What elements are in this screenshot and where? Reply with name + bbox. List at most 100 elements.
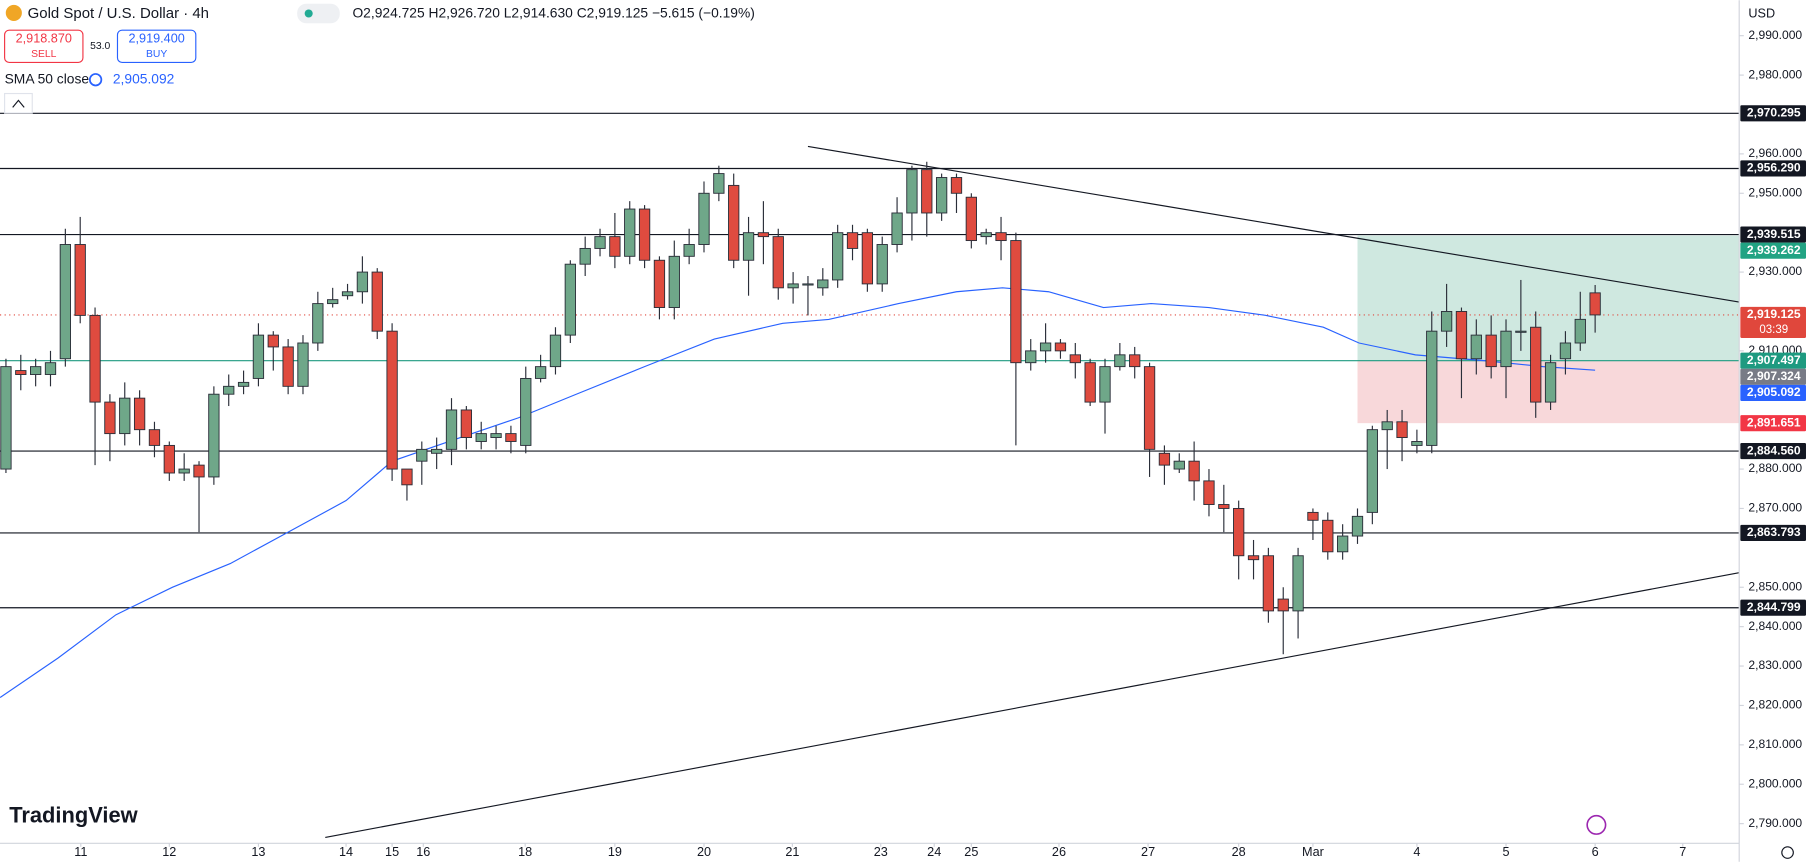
price-label: 2,884.560 [1747,443,1801,457]
candle-body [193,464,205,478]
y-tick-label: 2,830.000 [1748,658,1802,672]
candle-body [713,173,725,194]
candle-body [30,366,42,375]
price-label-box [1740,160,1806,177]
candle-body [1114,354,1126,368]
status-pill[interactable] [297,3,340,24]
price-label-box [1740,443,1806,460]
candle-body [490,433,502,439]
candle-body [980,232,992,238]
indicator-icon[interactable] [88,73,103,87]
candle-body [668,255,680,308]
price-label: 2,970.295 [1747,106,1801,120]
candle-body [1366,429,1378,513]
price-label: 2,956.290 [1747,161,1801,175]
trendline [807,145,1740,303]
header: Gold Spot / U.S. Dollar · 4h O2,924.725 … [4,3,1794,859]
candle-body [267,334,279,348]
candle-body [1203,480,1215,505]
candle-body [178,468,190,474]
candle-body [1574,318,1586,344]
price-label-box [1740,352,1806,369]
x-tick-label: 13 [251,845,265,859]
candle-body [787,283,799,289]
buy-button[interactable] [116,29,197,64]
x-tick-label: 20 [697,845,711,859]
candle-body [1470,334,1482,360]
profit-zone [1357,235,1740,361]
candle-body [891,212,903,245]
x-tick-label: 18 [518,845,532,859]
plot-area [0,112,1740,838]
candle-body [386,330,398,470]
collapse-button[interactable] [4,92,33,114]
x-tick-label: Mar [1302,845,1324,859]
price-label-box [1740,306,1806,338]
candle-body [15,370,27,375]
x-tick-label: 6 [1592,845,1599,859]
x-tick-label: 24 [927,845,941,859]
candle-body [1351,515,1364,537]
symbol-icon [5,4,22,21]
x-tick-label: 25 [964,845,978,859]
price-label: 2,907.497 [1747,353,1801,367]
candle-body [1455,311,1468,360]
candle-body [163,444,175,474]
candle-body [1084,362,1096,403]
candle-body [1500,330,1512,368]
candle-body [1054,342,1067,352]
price-label: 2,891.651 [1747,415,1801,429]
x-tick-label: 19 [608,845,622,859]
logo: TradingView [9,803,138,828]
alert-icon[interactable] [1586,814,1607,835]
candle-body [742,232,755,261]
collapse-icon [12,99,25,108]
candle-body [653,259,666,308]
y-tick-label: 2,960.000 [1748,146,1802,160]
candle-body [327,299,339,305]
settings-icon[interactable] [1781,846,1794,859]
x-tick-label: 12 [162,845,176,859]
y-tick-label: 2,820.000 [1748,698,1802,712]
candle-body [935,177,948,214]
candle-body [431,448,443,454]
x-tick-label: 5 [1502,845,1509,859]
indicator-name: SMA 50 close [5,70,90,86]
candle-body [237,381,250,387]
candle-body [401,468,413,486]
candle-body [624,208,636,257]
candle-body [119,397,131,435]
candle-body [549,334,562,368]
candle-body [0,366,12,470]
candle-body [1277,598,1289,612]
candle-body [356,271,369,293]
candle-body [1129,354,1141,368]
candle-body [1247,555,1260,561]
candle-body [1307,511,1319,521]
candle-body [1530,326,1542,403]
price-label: 2,939.515 [1747,227,1801,241]
x-tick-label: 14 [339,845,353,859]
x-tick-label: 4 [1413,845,1420,859]
candle-body [594,236,606,249]
candle-body [1559,342,1572,360]
candle-body [1336,535,1349,553]
status-dot [304,9,313,18]
candle-body [1396,421,1408,439]
candle-body [832,232,844,281]
sell-button[interactable] [4,29,84,64]
x-tick-label: 11 [74,845,87,859]
candle-body [44,362,57,375]
candle-body [876,244,888,285]
y-tick-label: 2,930.000 [1748,264,1802,278]
candle-body [252,334,265,379]
indicator-value: 2,905.092 [113,70,174,86]
candle-body [1381,421,1393,431]
candle-body [1262,555,1275,612]
candle-body [74,244,86,316]
candle-body [1010,240,1022,364]
currency[interactable]: USD [1748,6,1775,20]
candle-body [1025,350,1037,364]
candle-body [921,169,933,214]
